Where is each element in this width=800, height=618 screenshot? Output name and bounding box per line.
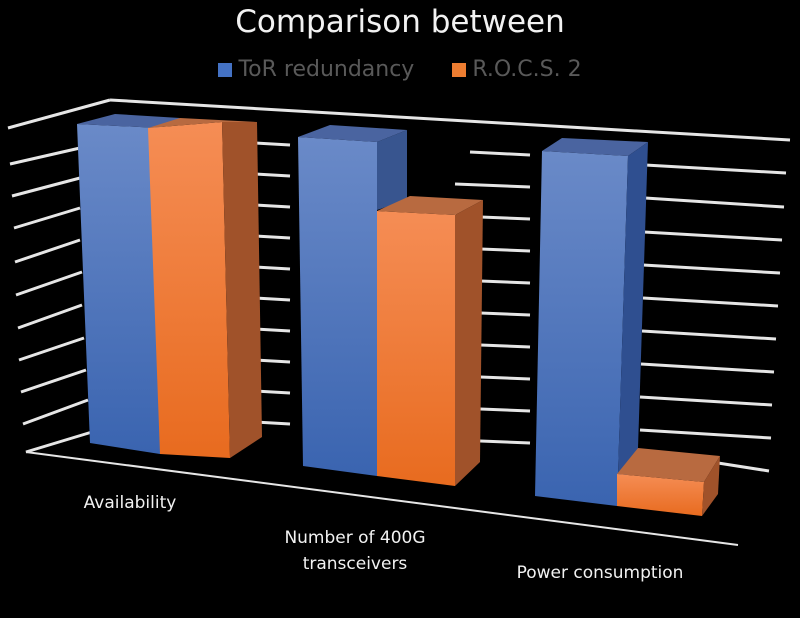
bar-group-availability xyxy=(77,114,262,458)
category-text-line1: Number of 400G xyxy=(284,528,426,548)
gridlines xyxy=(7,98,791,546)
bar-rocs-power xyxy=(617,474,704,516)
chart-legend: ToR redundancy R.O.C.S. 2 xyxy=(0,57,800,82)
bar-tor-power xyxy=(535,151,628,506)
category-label-power: Power consumption xyxy=(490,560,710,586)
bar-group-400g xyxy=(298,125,483,486)
legend-swatch-tor xyxy=(218,62,233,77)
bar-tor-availability xyxy=(77,124,160,454)
bar-tor-400g xyxy=(298,137,377,476)
bar-rocs-availability xyxy=(148,122,230,458)
category-label-availability: Availability xyxy=(60,490,200,516)
bar-rocs-400g xyxy=(377,211,455,486)
legend-item-tor: ToR redundancy xyxy=(218,57,414,82)
category-text: Availability xyxy=(83,493,177,513)
chart-title: Comparison between xyxy=(235,4,565,40)
legend-label-rocs: R.O.C.S. 2 xyxy=(472,57,582,82)
bar-group-power xyxy=(535,138,720,516)
category-label-400g: Number of 400G transceivers xyxy=(260,525,450,577)
category-text-line2: transceivers xyxy=(302,554,408,574)
legend-item-rocs: R.O.C.S. 2 xyxy=(452,57,582,82)
legend-swatch-rocs xyxy=(452,62,467,77)
category-text: Power consumption xyxy=(516,563,684,583)
legend-label-tor: ToR redundancy xyxy=(238,57,415,82)
